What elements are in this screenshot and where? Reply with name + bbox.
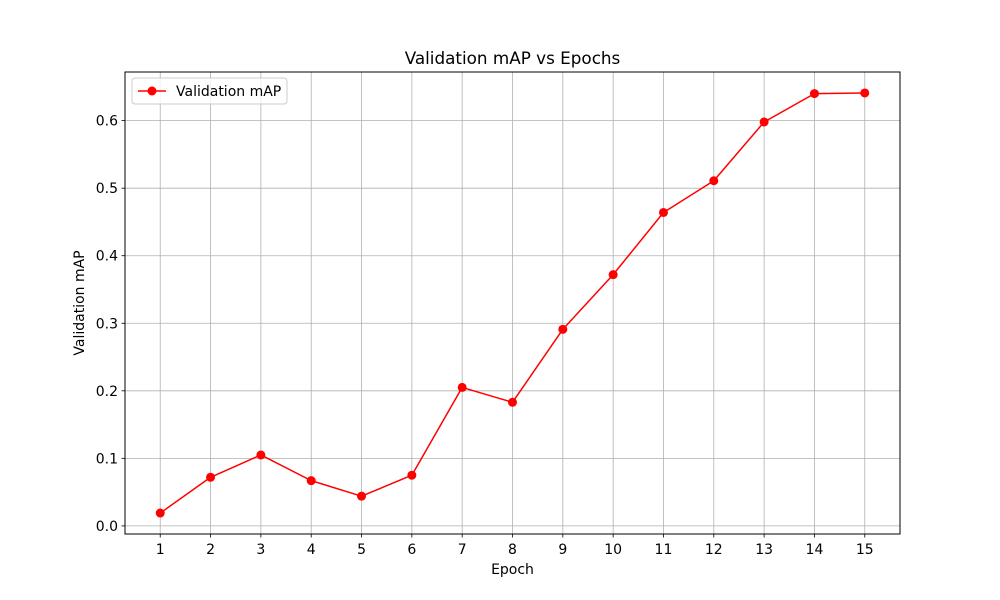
data-point-marker <box>407 470 417 480</box>
data-point-marker <box>860 88 870 98</box>
chart-title: Validation mAP vs Epochs <box>405 48 621 68</box>
x-axis-label: Epoch <box>491 562 534 578</box>
x-tick-label: 14 <box>806 542 824 558</box>
y-tick-label: 0.1 <box>96 451 118 467</box>
data-point-marker <box>357 491 367 501</box>
x-tick-label: 12 <box>705 542 723 558</box>
data-point-marker <box>306 476 316 486</box>
x-tick-label: 2 <box>206 542 215 558</box>
y-axis-ticks: 0.0 0.1 0.2 0.3 0.4 0.5 0.6 <box>96 114 125 535</box>
x-tick-label: 10 <box>604 542 622 558</box>
x-tick-label: 8 <box>508 542 517 558</box>
data-point-marker <box>809 89 819 99</box>
data-point-marker <box>508 397 517 407</box>
y-tick-label: 0.5 <box>96 181 118 197</box>
data-point-marker <box>608 270 618 280</box>
y-tick-label: 0.3 <box>96 316 118 332</box>
series-layer <box>155 88 870 518</box>
grid <box>125 72 900 534</box>
x-tick-label: 6 <box>407 542 416 558</box>
legend-marker <box>147 86 157 96</box>
y-axis-label: Validation mAP <box>72 250 88 355</box>
x-tick-label: 15 <box>856 542 874 558</box>
data-point-marker <box>256 450 266 460</box>
data-point-marker <box>709 176 719 186</box>
data-point-marker <box>558 324 568 334</box>
x-tick-label: 13 <box>755 542 773 558</box>
x-tick-label: 7 <box>458 542 467 558</box>
x-tick-label: 4 <box>307 542 316 558</box>
data-point-marker <box>457 382 467 392</box>
data-point-marker <box>155 508 165 518</box>
y-tick-label: 0.2 <box>96 384 118 400</box>
data-point-marker <box>759 117 769 127</box>
x-tick-label: 11 <box>655 542 673 558</box>
x-axis-ticks: 1 2 3 4 5 6 7 8 9 10 11 12 13 14 15 <box>156 534 874 558</box>
data-point-marker <box>206 472 216 482</box>
data-point-marker <box>658 207 668 217</box>
y-tick-label: 0.4 <box>96 249 118 265</box>
x-tick-label: 9 <box>558 542 567 558</box>
x-tick-label: 5 <box>357 542 366 558</box>
x-tick-label: 3 <box>256 542 265 558</box>
legend: Validation mAP <box>131 77 288 105</box>
legend-box <box>131 77 288 105</box>
x-tick-label: 1 <box>156 542 165 558</box>
legend-label: Validation mAP <box>176 84 281 100</box>
y-tick-label: 0.0 <box>96 519 118 535</box>
y-tick-label: 0.6 <box>96 114 118 130</box>
